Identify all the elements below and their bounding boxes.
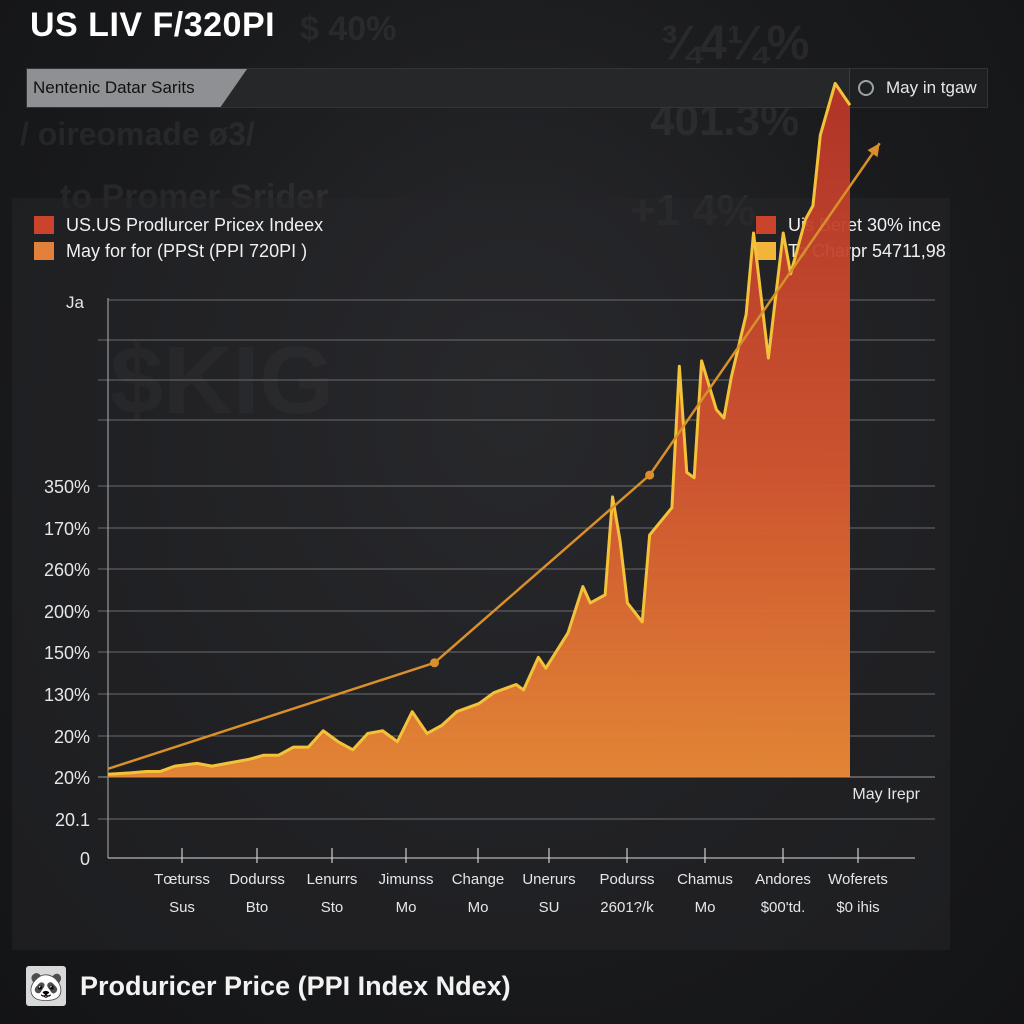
y-tick-label: 0 [80,849,90,869]
x-tick-label: Lenurrs [307,871,358,888]
x-tick-label: Woferets [828,871,888,888]
footer-caption: Produricer Price (PPI Index Ndex) [80,970,511,1001]
series-line [107,81,852,776]
x-tick-label: Tœturss [154,871,210,888]
page-title: US LIV F/320PI [30,6,276,44]
timeframe-label: May in tgaw [886,78,977,97]
trend-line [107,142,881,771]
footer: 🐼 Produricer Price (PPI Index Ndex) [26,958,511,1014]
legend-swatch [34,242,54,260]
x-tick-sublabel: $0 ihis [836,899,879,916]
y-tick-label: 20% [54,768,90,788]
trend-marker [429,658,439,668]
x-tick-sublabel: 2601?/k [600,899,654,916]
y-tick-label: 150% [44,643,90,663]
x-tick-label: Unerurs [522,871,575,888]
x-tick-sublabel: Sto [321,899,344,916]
x-tick-sublabel: Mo [468,899,489,916]
area-fill [108,83,850,777]
x-axis-right-label: May Irepr [852,786,920,803]
x-tick-label: Change [452,871,505,888]
x-tick-sublabel: Mo [396,899,417,916]
y-tick-label: 170% [44,519,90,539]
x-tick-label: Dodurss [229,871,285,888]
y-tick-label: 130% [44,685,90,705]
legend-swatch [756,242,776,260]
legend-item[interactable]: US.US Prodlurcer Pricex Indeex [34,212,323,238]
x-tick-label: Andores [755,871,811,888]
legend-label: May for for (PPSt (PPI 720PI ) [66,240,308,261]
x-tick-label: Jimunss [378,871,433,888]
y-tick-label: 20% [54,727,90,747]
panda-icon: 🐼 [26,966,66,1006]
series-selector-tab[interactable]: Nentenic Datar Sarits [27,69,247,107]
x-tick-sublabel: $00'td. [761,899,806,916]
x-tick-label: Chamus [677,871,733,888]
x-tick-sublabel: Bto [246,899,269,916]
legend-label: US.US Prodlurcer Pricex Indeex [66,214,324,235]
legend-swatch [756,216,776,234]
x-tick-label: Podurss [599,871,654,888]
y-axis-top-label: Ja [66,293,85,312]
trend-arrowhead [867,143,880,158]
radio-circle-icon [858,80,874,96]
y-tick-label: 260% [44,560,90,580]
x-tick-sublabel: SU [539,899,560,916]
y-tick-label: 350% [44,477,90,497]
x-tick-sublabel: Mo [695,899,716,916]
legend-swatch [34,216,54,234]
timeframe-selector[interactable]: May in tgaw [849,69,987,107]
legend-left: US.US Prodlurcer Pricex Indeex May for f… [34,212,323,264]
legend-item[interactable]: May for for (PPSt (PPI 720PI ) [34,238,323,264]
y-tick-label: 20.1 [55,810,90,830]
x-tick-sublabel: Sus [169,899,195,916]
trend-marker [645,470,655,480]
toolbar: Nentenic Datar Sarits May in tgaw [26,68,988,108]
y-tick-label: 200% [44,602,90,622]
